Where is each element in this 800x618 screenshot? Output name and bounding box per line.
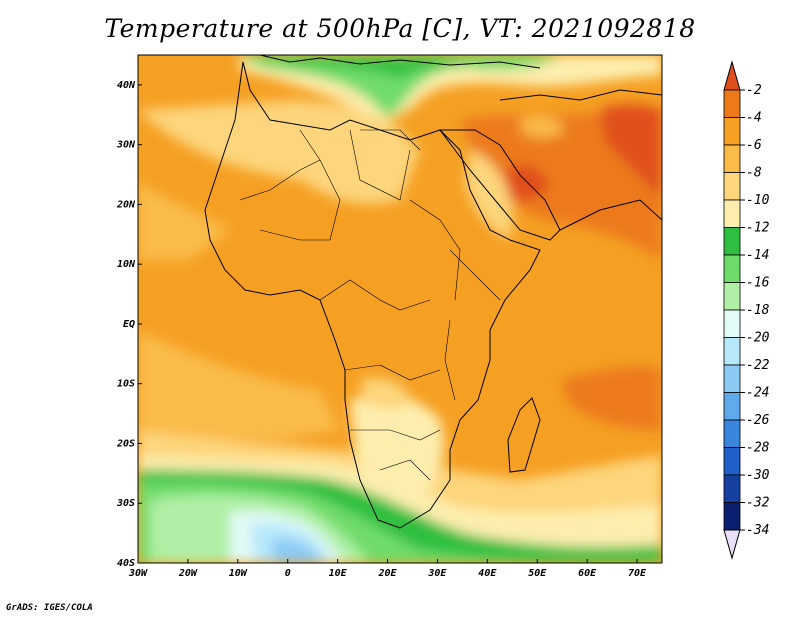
colorbar-label: -6: [746, 138, 762, 153]
colorbar-label: -34: [746, 523, 769, 538]
colorbar-label: -4: [746, 111, 762, 126]
colorbar-swatch: [723, 89, 741, 118]
longitude-axis: 30W 20W 10W 0 10E 20E 30E 40E 50E 60E 70E: [128, 559, 647, 579]
coastlines: [204, 55, 662, 529]
temperature-field: [138, 55, 662, 563]
colorbar-label: -14: [746, 248, 769, 263]
colorbar-top-arrow: [723, 60, 741, 91]
colorbar-swatch: [723, 309, 741, 338]
colorbar-label: -22: [746, 358, 770, 373]
colorbar-label: -30: [746, 468, 770, 483]
colorbar-swatch: [723, 447, 741, 476]
lat-tick-label: 10N: [117, 259, 136, 270]
lat-tick-label: 10S: [117, 379, 135, 390]
lon-tick-label: 20E: [377, 568, 397, 579]
lat-tick-label: 40N: [117, 80, 136, 91]
lat-tick-label: 30S: [116, 498, 135, 509]
colorbar-swatch: [723, 282, 741, 311]
lon-tick-label: 20W: [178, 568, 198, 579]
colorbar-label: -20: [746, 331, 770, 346]
colorbar-label: -26: [746, 413, 770, 428]
colorbar-swatch: [723, 419, 741, 448]
colorbar-bottom-arrow: [723, 529, 741, 560]
colorbar-label: -28: [746, 441, 770, 456]
colorbar-swatch: [723, 199, 741, 228]
lon-tick-label: 10E: [329, 568, 348, 579]
lon-tick-label: 40E: [478, 568, 497, 579]
lon-tick-label: 30W: [128, 568, 148, 579]
colorbar-label: -16: [746, 276, 770, 291]
lon-tick-label: 60E: [578, 568, 597, 579]
colorbar-swatch: [723, 392, 741, 421]
lat-tick-label: 40S: [117, 558, 135, 569]
colorbar-swatch: [723, 254, 741, 283]
colorbar-swatch: [723, 117, 741, 146]
colorbar-swatch: [723, 337, 741, 366]
colorbar-label: -32: [746, 496, 770, 511]
colorbar-label: -10: [746, 193, 770, 208]
colorbar-label: -18: [746, 303, 770, 318]
colorbar-label: -8: [746, 166, 762, 181]
lon-tick-label: 30E: [427, 568, 447, 579]
colorbar-swatch: [723, 144, 741, 173]
grads-credit: GrADS: IGES/COLA: [6, 603, 93, 613]
latitude-axis: 40N 30N 20N 10N EQ 10S 20S 30S 40S: [116, 80, 142, 569]
map-frame: [137, 54, 663, 564]
lat-tick-label: 20S: [116, 438, 135, 449]
colorbar-label: -12: [746, 221, 770, 236]
lon-tick-label: 0: [285, 568, 291, 579]
colorbar-label: -2: [746, 83, 762, 98]
map-title: Temperature at 500hPa [C], VT: 202109281…: [104, 14, 696, 43]
lon-tick-label: 10W: [229, 568, 248, 579]
lon-tick-label: 50E: [528, 568, 547, 579]
lat-tick-label: 30N: [116, 140, 136, 151]
lon-tick-label: 70E: [628, 568, 647, 579]
colorbar: -2 -4 -6 -8 -10 -12 -14 -16 -18 -20 -22 -24 -26 -28 -3…: [723, 60, 770, 560]
lat-tick-label: EQ: [123, 319, 135, 330]
colorbar-swatch: [723, 474, 741, 503]
colorbar-swatch: [723, 227, 741, 256]
colorbar-swatch: [723, 364, 741, 393]
lat-tick-label: 20N: [116, 199, 136, 210]
colorbar-swatch: [723, 172, 741, 201]
colorbar-swatch: [723, 502, 741, 531]
colorbar-label: -24: [746, 386, 769, 401]
